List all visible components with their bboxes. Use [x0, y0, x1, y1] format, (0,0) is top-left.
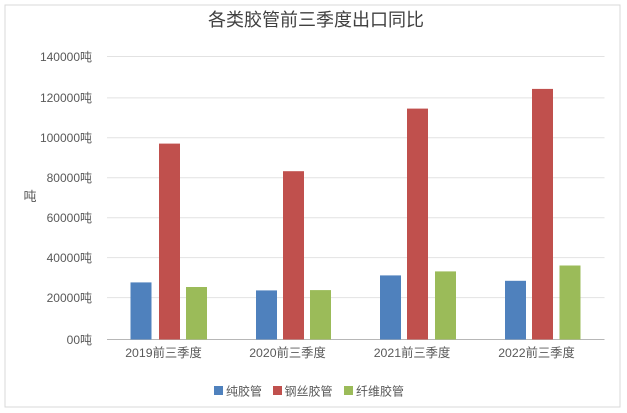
svg-text:20000吨: 20000吨 — [47, 291, 92, 305]
svg-text:2022前三季度: 2022前三季度 — [498, 345, 575, 360]
svg-text:100000吨: 100000吨 — [40, 131, 92, 145]
svg-text:60000吨: 60000吨 — [47, 211, 92, 225]
svg-text:纤维胶管: 纤维胶管 — [356, 384, 404, 399]
svg-text:各类胶管前三季度出口同比: 各类胶管前三季度出口同比 — [208, 10, 424, 30]
svg-text:2021前三季度: 2021前三季度 — [374, 345, 451, 360]
svg-text:140000吨: 140000吨 — [40, 50, 92, 64]
svg-text:2019前三季度: 2019前三季度 — [125, 345, 202, 360]
svg-text:80000吨: 80000吨 — [47, 171, 92, 185]
svg-text:钢丝胶管: 钢丝胶管 — [285, 384, 333, 399]
svg-text:纯胶管: 纯胶管 — [226, 384, 262, 399]
svg-text:00吨: 00吨 — [67, 333, 92, 347]
svg-text:120000吨: 120000吨 — [40, 91, 92, 105]
svg-text:吨: 吨 — [23, 189, 36, 204]
svg-text:2020前三季度: 2020前三季度 — [249, 345, 326, 360]
svg-text:40000吨: 40000吨 — [47, 251, 92, 265]
